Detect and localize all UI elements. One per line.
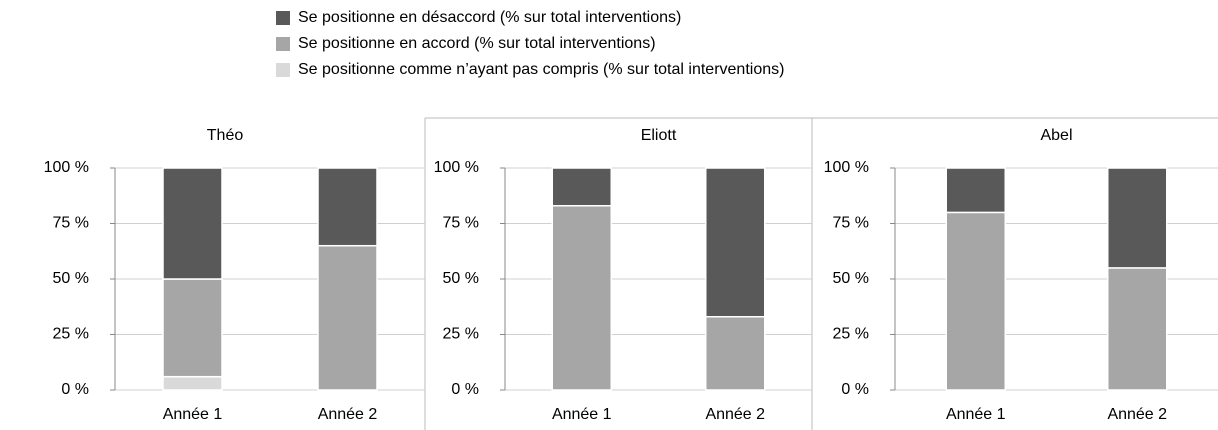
- legend-label: Se positionne en désaccord (% sur total …: [298, 9, 681, 26]
- bar-segment: [162, 167, 223, 280]
- panel-title: Eliott: [641, 127, 677, 144]
- bar-segment: [945, 211, 1006, 391]
- legend-swatch: [276, 11, 290, 25]
- y-tick-label: 50 %: [53, 270, 89, 287]
- y-tick-label: 25 %: [53, 326, 89, 343]
- x-tick-label: Année 2: [318, 406, 378, 423]
- legend-swatch: [276, 37, 290, 51]
- legend-swatch: [276, 63, 290, 77]
- bar-segment: [1107, 267, 1168, 391]
- y-tick-label: 50 %: [833, 270, 869, 287]
- bar-segment: [162, 278, 223, 378]
- y-tick-label: 100 %: [824, 159, 869, 176]
- bar-segment: [162, 375, 223, 391]
- y-tick-label: 0 %: [61, 381, 89, 398]
- panel-title: Abel: [1040, 127, 1072, 144]
- y-tick-label: 50 %: [443, 270, 479, 287]
- y-tick-label: 100 %: [434, 159, 479, 176]
- y-tick-label: 100 %: [44, 159, 89, 176]
- legend-label: Se positionne comme n’ayant pas compris …: [298, 61, 784, 78]
- y-tick-label: 25 %: [443, 326, 479, 343]
- y-tick-label: 25 %: [833, 326, 869, 343]
- y-tick-label: 0 %: [451, 381, 479, 398]
- x-tick-label: Année 2: [1107, 406, 1167, 423]
- bar-segment: [551, 204, 612, 391]
- y-tick-label: 0 %: [841, 381, 869, 398]
- legend-label: Se positionne en accord (% sur total int…: [298, 35, 656, 52]
- panel-title: Théo: [207, 127, 244, 144]
- bar-segment: [945, 167, 1006, 214]
- bar-segment: [1107, 167, 1168, 269]
- x-tick-label: Année 1: [552, 406, 612, 423]
- bar-segment: [551, 167, 612, 207]
- y-tick-label: 75 %: [443, 215, 479, 232]
- y-tick-label: 75 %: [53, 215, 89, 232]
- bar-segment: [317, 167, 378, 247]
- x-tick-label: Année 2: [705, 406, 765, 423]
- y-tick-label: 75 %: [833, 215, 869, 232]
- bar-segment: [705, 167, 766, 318]
- x-tick-label: Année 1: [946, 406, 1006, 423]
- bar-segment: [705, 315, 766, 391]
- x-tick-label: Année 1: [163, 406, 223, 423]
- bar-segment: [317, 244, 378, 391]
